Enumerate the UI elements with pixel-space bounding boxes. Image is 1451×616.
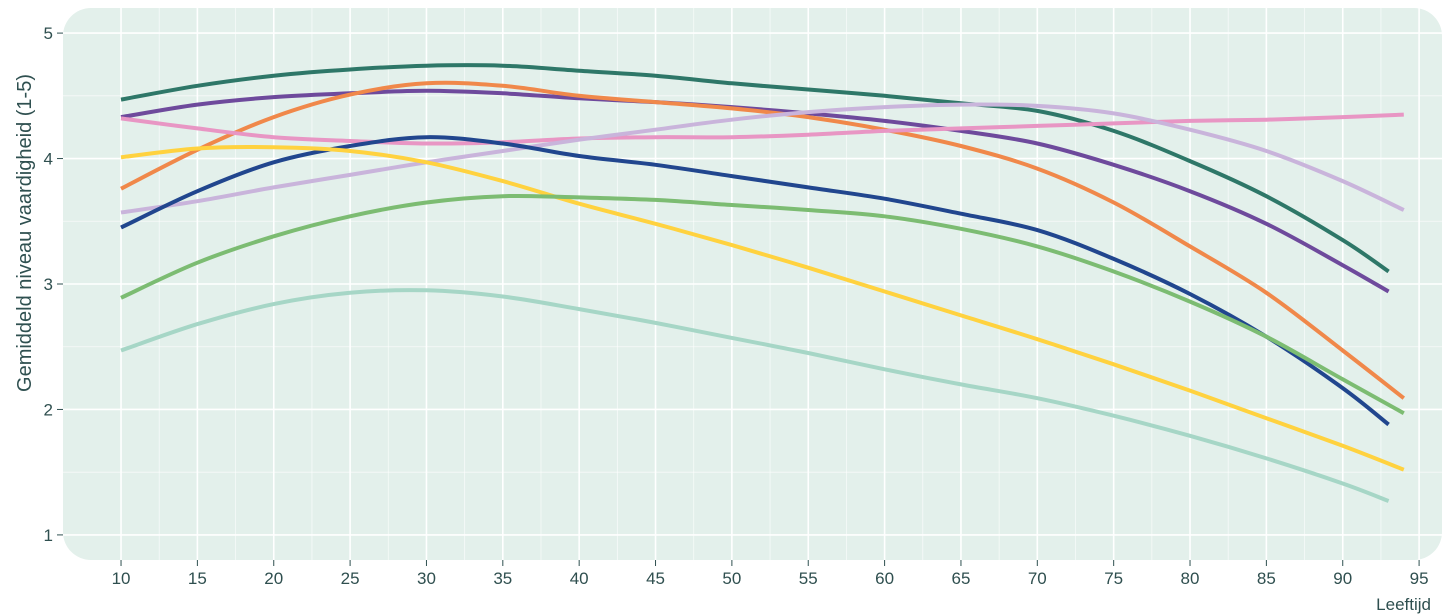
series-line-9 [120,288,1390,503]
series-line-4 [120,112,1404,146]
y-axis-title: Gemiddeld niveau vaardigheid (1-5) [14,74,36,392]
series-line-7 [120,145,1405,472]
x-tick-label: 45 [646,569,665,588]
x-tick-label: 65 [951,569,970,588]
x-tick-label: 35 [493,569,512,588]
series-line-2 [120,88,1390,294]
x-tick-label: 20 [264,569,283,588]
series-layer [120,63,1406,503]
x-tick-label: 90 [1333,569,1352,588]
x-tick-label: 10 [112,569,131,588]
x-tick-label: 75 [1104,569,1123,588]
x-axis-title: Leeftijd [1376,595,1431,614]
x-tick-label: 15 [188,569,207,588]
x-tick-label: 50 [722,569,741,588]
x-tick-label: 80 [1181,569,1200,588]
x-tick-label: 30 [417,569,436,588]
series-line-1 [120,63,1390,274]
y-tick-label: 3 [44,275,53,294]
y-tick-label: 1 [44,526,53,545]
y-tick-label: 5 [44,24,53,43]
x-tick-label: 95 [1410,569,1429,588]
x-tick-label: 85 [1257,569,1276,588]
series-line-8 [120,193,1405,415]
x-tick-label: 55 [799,569,818,588]
x-tick-label: 60 [875,569,894,588]
x-tick-label: 25 [341,569,360,588]
x-tick-label: 40 [570,569,589,588]
x-tick-label: 70 [1028,569,1047,588]
series-line-5 [120,102,1405,215]
y-tick-label: 2 [44,400,53,419]
y-tick-label: 4 [44,150,53,169]
axes: 10 15 20 25 30 35 40 45 50 55 60 65 70 75 80 85 90 951234… [44,24,1429,588]
grid-lines [63,8,1442,560]
